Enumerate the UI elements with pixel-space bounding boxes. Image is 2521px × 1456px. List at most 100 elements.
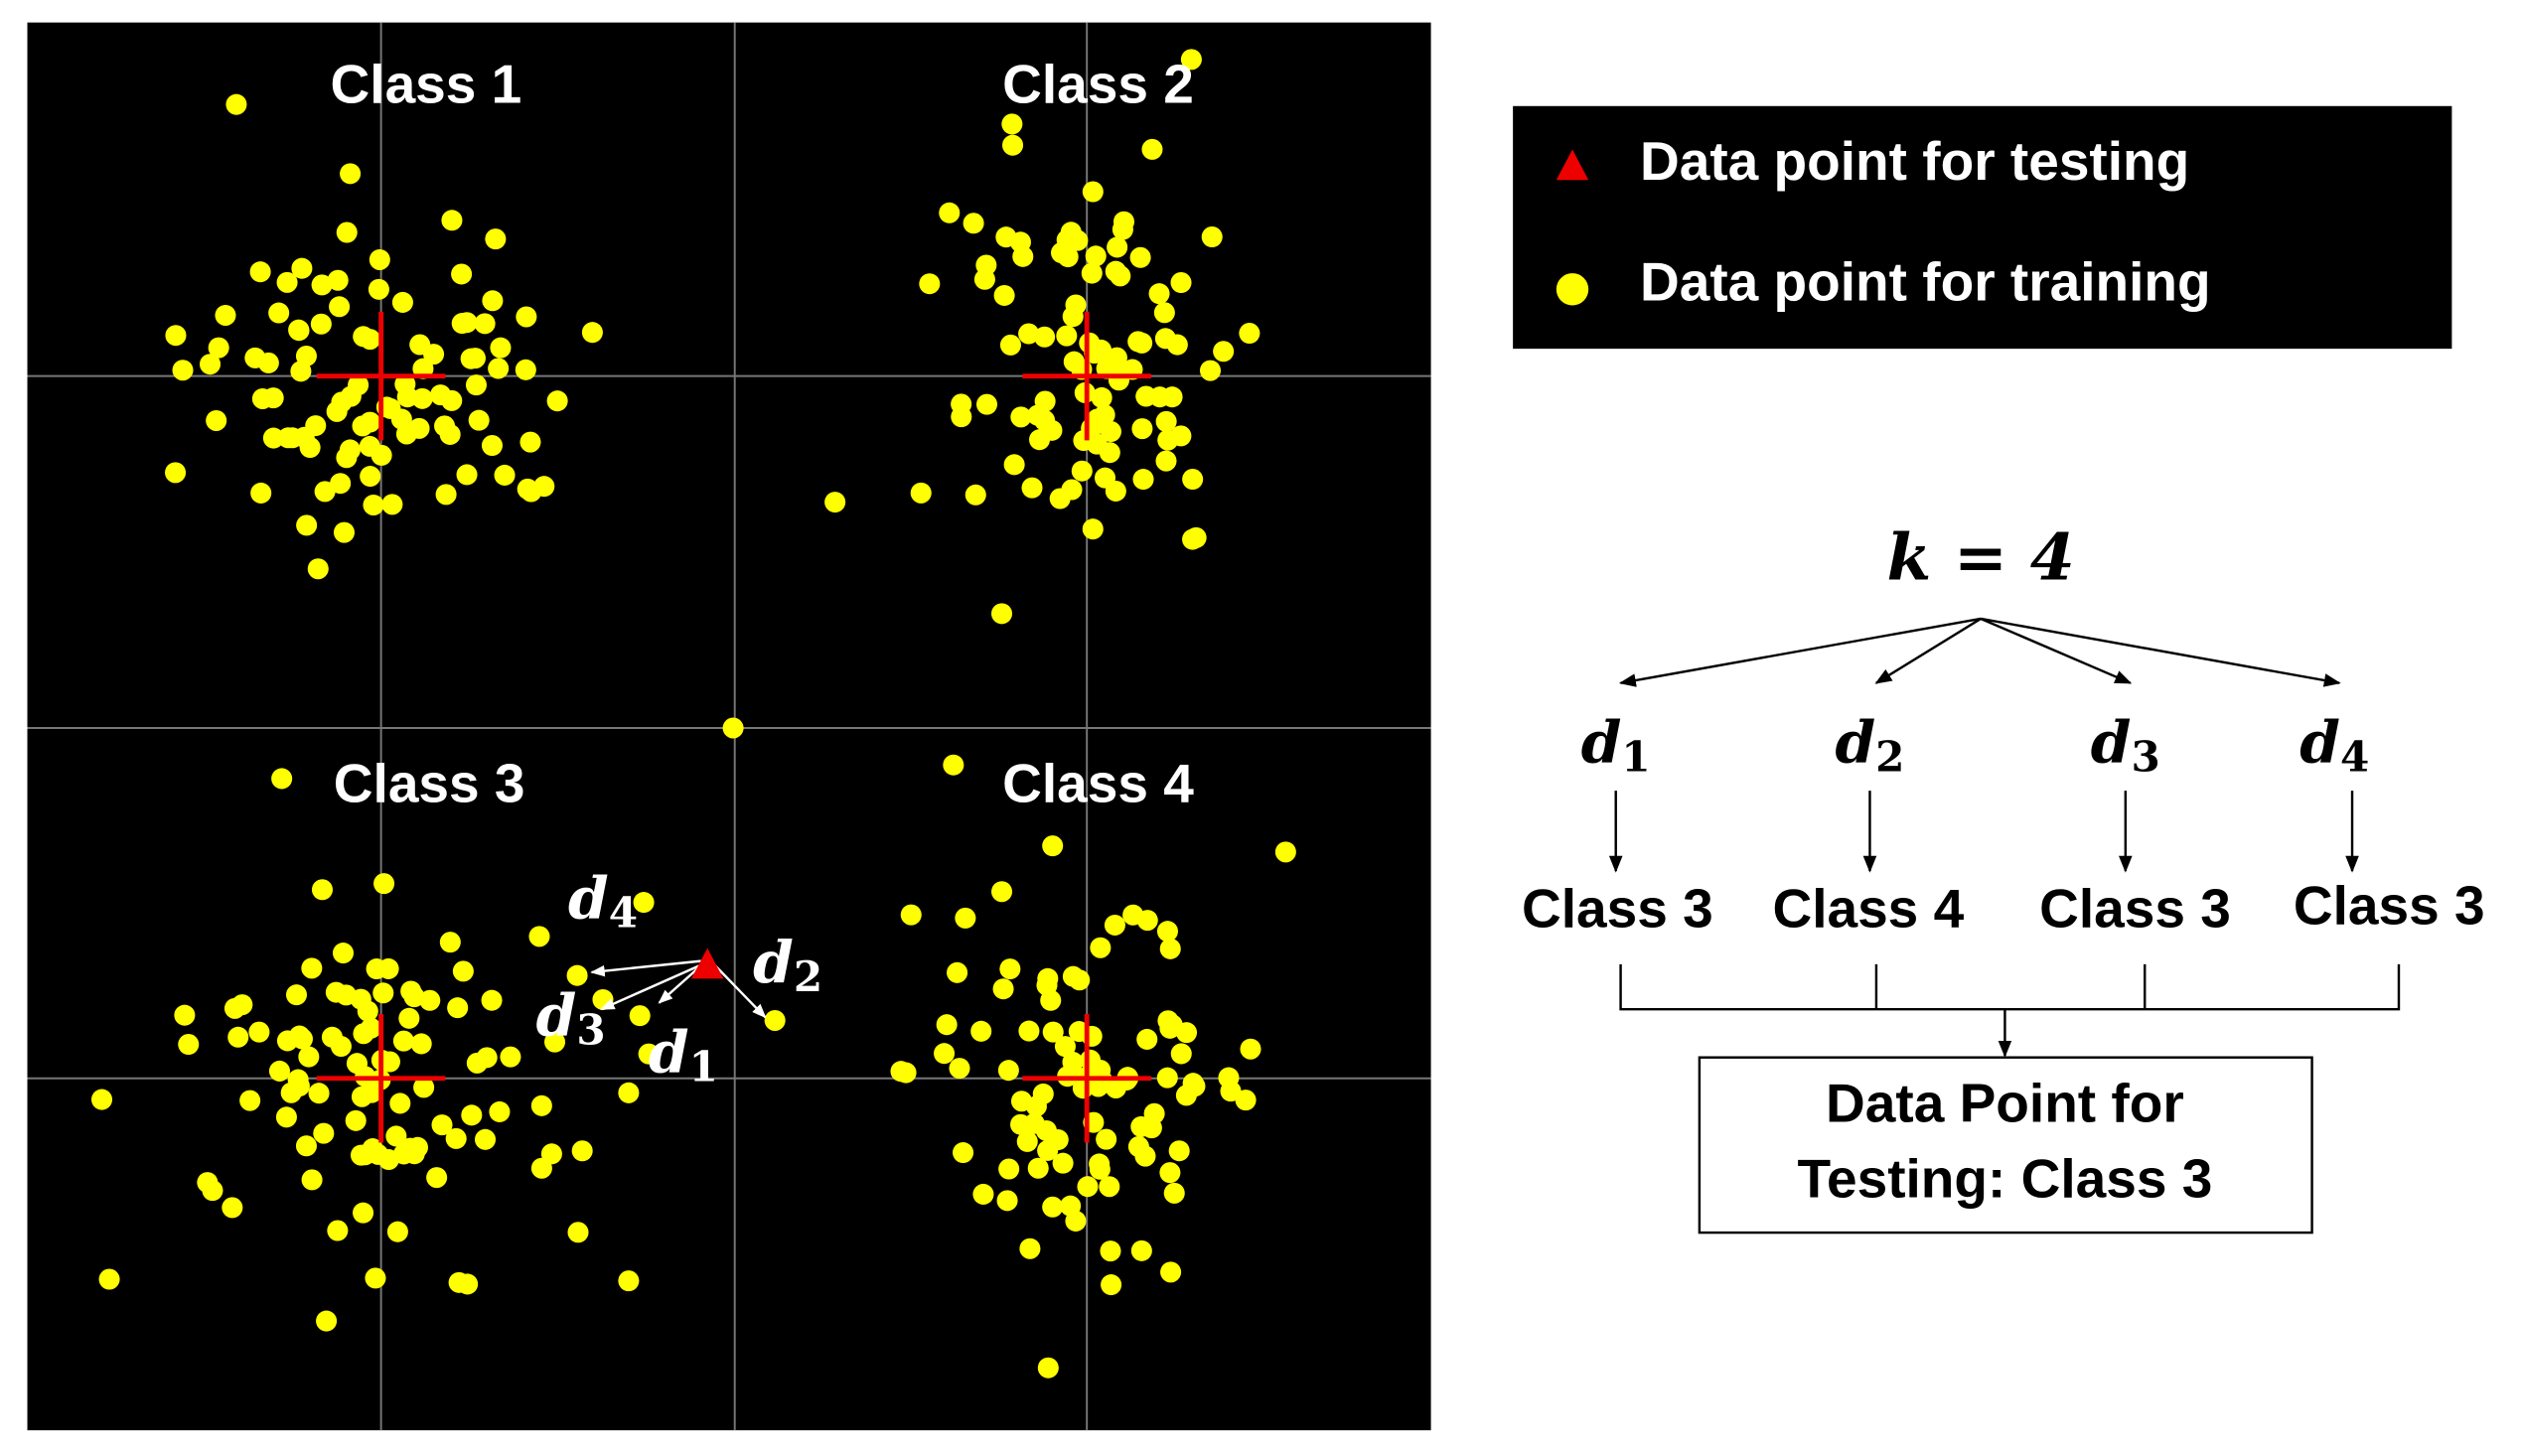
training-point xyxy=(174,1004,196,1026)
training-point xyxy=(1037,1357,1059,1379)
training-point xyxy=(456,464,478,486)
training-point xyxy=(361,1082,382,1103)
vote: Class 3 xyxy=(2294,874,2485,936)
training-point xyxy=(250,482,272,504)
result-box xyxy=(1698,1056,2313,1235)
training-point xyxy=(441,389,463,411)
training-point xyxy=(964,484,986,506)
training-point xyxy=(271,768,293,790)
distance-arrows xyxy=(590,959,767,1019)
training-point xyxy=(520,481,542,503)
training-point xyxy=(369,248,390,270)
symbol: d xyxy=(753,928,794,996)
training-point xyxy=(947,961,968,983)
training-point xyxy=(293,426,315,448)
training-point xyxy=(1037,967,1059,989)
training-point xyxy=(618,1082,640,1103)
legend-label: Data point for testing xyxy=(1640,130,2189,192)
training-point xyxy=(1002,134,1024,156)
training-point xyxy=(1156,1067,1178,1089)
training-point xyxy=(398,1007,420,1029)
index: 1 xyxy=(1621,731,1650,781)
training-point xyxy=(1170,1043,1192,1065)
training-point xyxy=(1159,1162,1181,1184)
training-point xyxy=(1019,1238,1041,1259)
training-point xyxy=(571,1140,593,1162)
result-line: Testing: Class 3 xyxy=(1797,1147,2212,1209)
index: 1 xyxy=(689,1042,718,1092)
training-point xyxy=(955,907,976,929)
training-point xyxy=(544,1031,566,1053)
training-point xyxy=(474,313,496,335)
arrows xyxy=(1608,617,2359,1058)
training-point xyxy=(489,1100,511,1122)
training-point xyxy=(1042,835,1064,857)
distance-label: d1 xyxy=(649,1018,718,1092)
legend-symbol xyxy=(1556,273,1589,306)
training-point xyxy=(316,1310,338,1332)
symbol: d xyxy=(568,863,609,932)
cluster-centers xyxy=(316,311,1151,1143)
training-point xyxy=(165,325,187,347)
training-point xyxy=(824,492,846,513)
training-point xyxy=(1101,1274,1122,1296)
training-point xyxy=(385,1125,407,1147)
training-point xyxy=(900,904,922,926)
training-point xyxy=(451,263,473,285)
training-point xyxy=(311,274,333,296)
training-point xyxy=(934,1043,956,1065)
training-point xyxy=(519,431,541,453)
index: 3 xyxy=(2132,731,2160,781)
training-point xyxy=(301,1169,323,1191)
training-point xyxy=(485,228,507,250)
training-point xyxy=(1057,246,1079,268)
training-point xyxy=(403,1143,425,1165)
index: 3 xyxy=(576,1004,605,1054)
training-point xyxy=(919,273,941,295)
training-point xyxy=(1141,138,1163,160)
training-point xyxy=(441,210,463,231)
training-point xyxy=(389,1092,411,1114)
training-point xyxy=(262,427,284,449)
training-point xyxy=(1063,351,1085,372)
training-point xyxy=(1213,341,1235,363)
training-point xyxy=(381,494,403,515)
training-point xyxy=(257,352,279,373)
training-point xyxy=(307,558,329,580)
training-point xyxy=(1042,1196,1064,1218)
training-point xyxy=(445,1127,467,1149)
training-point xyxy=(378,1051,400,1073)
training-point xyxy=(999,958,1021,980)
training-point xyxy=(208,337,229,359)
training-point xyxy=(1068,1021,1090,1043)
training-point xyxy=(482,290,504,312)
training-point xyxy=(998,1158,1020,1180)
training-point xyxy=(291,1028,313,1050)
training-point xyxy=(391,291,413,313)
index: 4 xyxy=(2340,731,2369,781)
training-point xyxy=(465,374,487,396)
training-point xyxy=(377,957,399,979)
training-point xyxy=(325,981,347,1003)
training-point xyxy=(1129,246,1151,268)
training-point xyxy=(629,1005,651,1027)
distance-label: d3 xyxy=(2091,707,2160,781)
training-point xyxy=(165,462,187,484)
training-point xyxy=(1235,1090,1257,1111)
training-point xyxy=(1107,236,1128,258)
symbol: d xyxy=(1581,707,1622,776)
training-point xyxy=(426,1167,448,1189)
training-point xyxy=(222,1197,243,1219)
distance-label: d2 xyxy=(753,928,822,1001)
training-point xyxy=(500,1046,521,1068)
training-point xyxy=(172,360,194,381)
training-point xyxy=(1130,1239,1152,1261)
class-label: Class 1 xyxy=(331,54,522,115)
training-point xyxy=(1161,386,1183,408)
training-point xyxy=(494,464,516,486)
training-point xyxy=(345,1109,367,1131)
training-point xyxy=(1042,1021,1064,1043)
training-point xyxy=(336,447,358,469)
training-point xyxy=(291,257,313,279)
training-point xyxy=(423,344,445,365)
